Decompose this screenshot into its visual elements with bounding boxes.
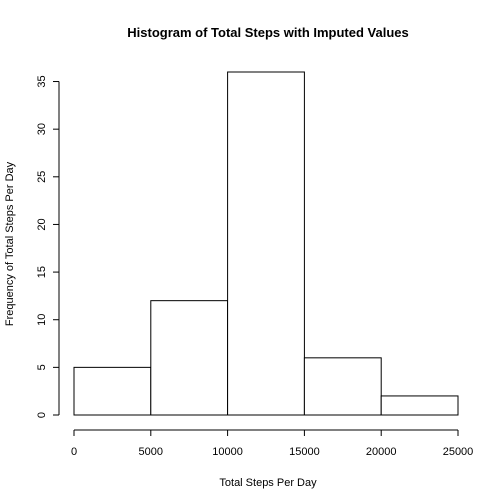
x-tick-label-2: 10000 xyxy=(212,446,243,458)
bars-group xyxy=(73,71,459,416)
x-tick-label-0: 0 xyxy=(71,446,77,458)
histogram-bar-1 xyxy=(150,300,229,416)
x-axis: 0 5000 10000 15000 20000 25000 xyxy=(71,429,474,458)
histogram-bar-3 xyxy=(303,357,382,416)
x-tick-label-3: 15000 xyxy=(289,446,320,458)
x-tick-label-1: 5000 xyxy=(139,446,163,458)
histogram-bar-4 xyxy=(380,395,459,416)
y-tick-label-0: 0 xyxy=(36,412,48,418)
y-tick-label-7: 35 xyxy=(36,75,48,87)
x-axis-label: Total Steps Per Day xyxy=(219,477,317,489)
y-axis: 0 5 10 15 20 25 30 35 xyxy=(36,75,60,418)
y-tick-label-6: 30 xyxy=(36,123,48,135)
y-tick-label-3: 15 xyxy=(36,266,48,278)
chart-title: Histogram of Total Steps with Imputed Va… xyxy=(127,25,408,40)
y-axis-label: Frequency of Total Steps Per Day xyxy=(4,161,16,326)
histogram-bar-0 xyxy=(73,366,152,416)
x-tick-label-5: 25000 xyxy=(443,446,474,458)
y-tick-label-5: 25 xyxy=(36,171,48,183)
y-tick-label-2: 10 xyxy=(36,314,48,326)
histogram-bar-2 xyxy=(227,71,305,416)
y-tick-label-1: 5 xyxy=(36,364,48,370)
y-tick-label-4: 20 xyxy=(36,218,48,230)
x-tick-label-4: 20000 xyxy=(366,446,397,458)
